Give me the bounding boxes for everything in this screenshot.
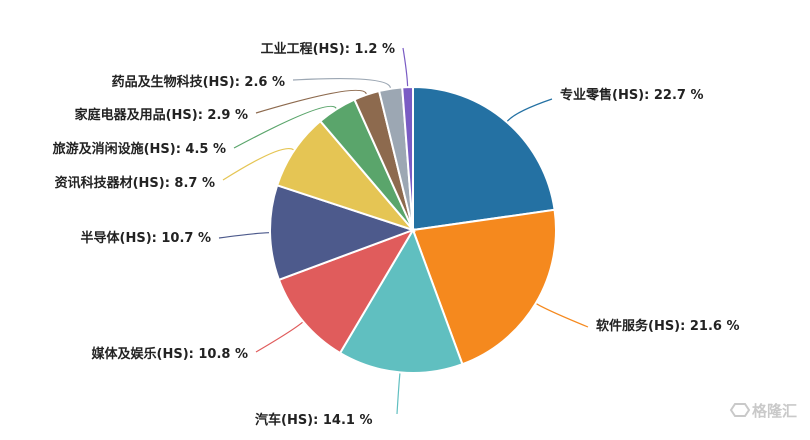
slice-label: 药品及生物科技(HS): 2.6 % — [112, 74, 285, 90]
watermark-text: 格隆汇 — [752, 402, 797, 420]
label-leader-lines — [218, 47, 589, 415]
leader-line — [402, 47, 409, 87]
leader-line — [255, 321, 303, 353]
leader-line — [536, 303, 589, 328]
watermark-logo-icon — [729, 403, 751, 417]
slice-label: 资讯科技器材(HS): 8.7 % — [55, 175, 215, 191]
slice-label: 家庭电器及用品(HS): 2.9 % — [75, 107, 248, 123]
slice-label: 媒体及娱乐(HS): 10.8 % — [92, 346, 248, 362]
leader-line — [218, 232, 270, 239]
leader-line — [233, 105, 337, 149]
leader-line — [292, 77, 391, 89]
slice-label: 工业工程(HS): 1.2 % — [261, 41, 395, 57]
pie-slice — [401, 85, 414, 231]
leader-line — [396, 373, 401, 415]
leader-line — [222, 147, 294, 181]
leader-line — [255, 89, 367, 114]
pie-slice — [277, 228, 416, 355]
slice-label: 软件服务(HS): 21.6 % — [596, 318, 739, 334]
pie-slice — [338, 227, 464, 374]
pie-slice — [269, 184, 417, 282]
slice-labels: 专业零售(HS): 22.7 % 软件服务(HS): 21.6 % 汽车(HS): … — [53, 41, 740, 428]
pie-slice — [412, 85, 556, 232]
slice-label: 专业零售(HS): 22.7 % — [560, 87, 703, 103]
watermark: 格隆汇 — [729, 402, 797, 420]
slice-label: 汽车(HS): 14.1 % — [255, 412, 372, 428]
slice-label: 半导体(HS): 10.7 % — [81, 230, 211, 246]
leader-line — [506, 98, 553, 122]
pie-slices — [269, 85, 557, 374]
slice-label: 旅游及消闲设施(HS): 4.5 % — [53, 141, 226, 157]
